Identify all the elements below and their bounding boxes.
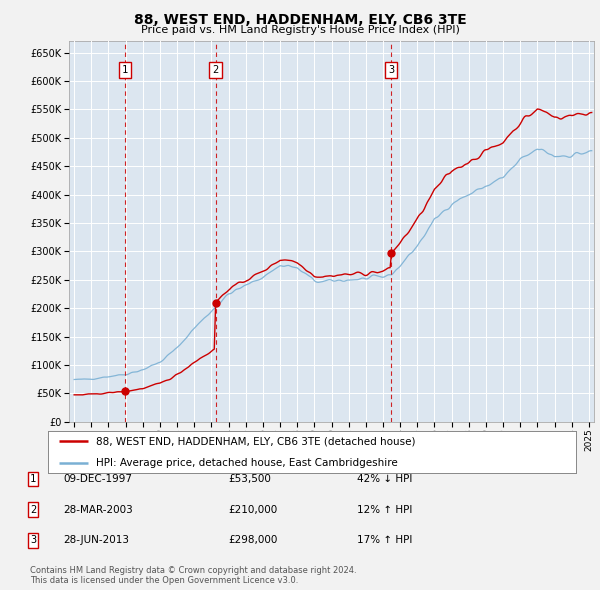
- Text: £210,000: £210,000: [228, 505, 277, 514]
- Text: £298,000: £298,000: [228, 536, 277, 545]
- Text: 17% ↑ HPI: 17% ↑ HPI: [357, 536, 412, 545]
- Text: HPI: Average price, detached house, East Cambridgeshire: HPI: Average price, detached house, East…: [95, 458, 397, 467]
- Text: Price paid vs. HM Land Registry's House Price Index (HPI): Price paid vs. HM Land Registry's House …: [140, 25, 460, 35]
- Text: 2: 2: [212, 65, 218, 75]
- Text: 42% ↓ HPI: 42% ↓ HPI: [357, 474, 412, 484]
- Text: 1: 1: [30, 474, 36, 484]
- Text: 88, WEST END, HADDENHAM, ELY, CB6 3TE: 88, WEST END, HADDENHAM, ELY, CB6 3TE: [134, 13, 466, 27]
- Text: 12% ↑ HPI: 12% ↑ HPI: [357, 505, 412, 514]
- Text: 3: 3: [388, 65, 395, 75]
- Text: 88, WEST END, HADDENHAM, ELY, CB6 3TE (detached house): 88, WEST END, HADDENHAM, ELY, CB6 3TE (d…: [95, 437, 415, 446]
- Text: 1: 1: [121, 65, 128, 75]
- Text: 28-MAR-2003: 28-MAR-2003: [63, 505, 133, 514]
- Text: Contains HM Land Registry data © Crown copyright and database right 2024.
This d: Contains HM Land Registry data © Crown c…: [30, 566, 356, 585]
- Text: 2: 2: [30, 505, 36, 514]
- Text: 28-JUN-2013: 28-JUN-2013: [63, 536, 129, 545]
- Text: £53,500: £53,500: [228, 474, 271, 484]
- Text: 09-DEC-1997: 09-DEC-1997: [63, 474, 132, 484]
- Text: 3: 3: [30, 536, 36, 545]
